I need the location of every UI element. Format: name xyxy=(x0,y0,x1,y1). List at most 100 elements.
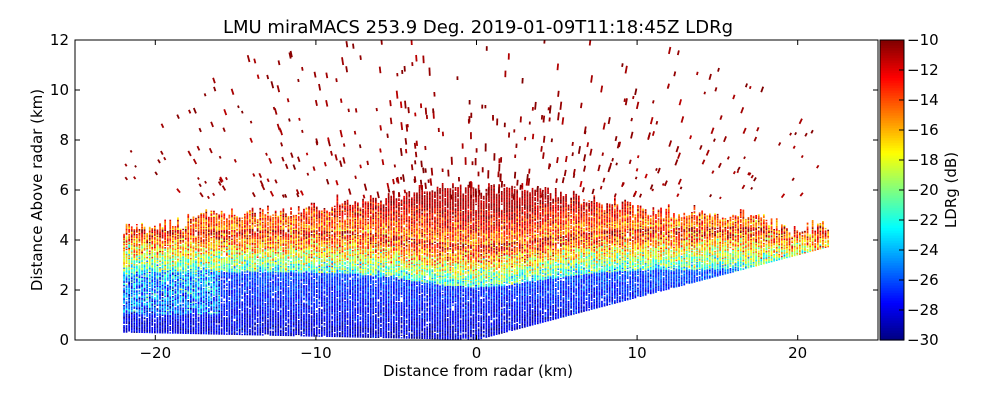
data-cell xyxy=(126,325,128,326)
data-cell xyxy=(149,331,151,332)
data-cell xyxy=(195,220,197,221)
data-cell xyxy=(149,299,151,300)
data-cell xyxy=(177,296,179,297)
data-cell xyxy=(144,287,146,288)
data-cell xyxy=(187,295,189,296)
data-cell xyxy=(126,320,128,321)
data-cell xyxy=(169,301,171,302)
data-cell xyxy=(151,244,153,245)
data-cell xyxy=(203,248,205,249)
data-cell xyxy=(134,239,136,240)
data-cell xyxy=(144,330,146,331)
data-cell xyxy=(182,279,184,280)
data-cell xyxy=(131,290,133,291)
data-cell xyxy=(175,270,177,271)
data-cell xyxy=(182,236,184,237)
data-cell xyxy=(175,255,177,256)
data-cell xyxy=(175,332,177,333)
data-cell xyxy=(193,257,195,258)
data-cell xyxy=(134,259,136,260)
data-cell xyxy=(123,261,125,262)
data-cell xyxy=(159,237,161,238)
data-cell xyxy=(151,301,153,302)
data-cell xyxy=(154,231,156,232)
data-cell xyxy=(180,309,182,310)
data-cell xyxy=(123,331,125,332)
data-cell xyxy=(151,319,153,320)
data-cell xyxy=(128,263,130,264)
data-cell xyxy=(141,278,143,279)
data-cell xyxy=(139,313,141,314)
data-cell xyxy=(162,317,164,318)
data-cell xyxy=(128,259,130,260)
data-cell xyxy=(157,298,159,299)
data-cell xyxy=(190,264,192,265)
data-cell xyxy=(203,242,205,243)
data-cell xyxy=(203,274,205,275)
data-cell xyxy=(180,236,182,237)
data-cell xyxy=(187,236,189,237)
data-cell xyxy=(131,294,133,295)
data-cell xyxy=(134,324,136,325)
data-cell xyxy=(187,333,189,334)
data-cell xyxy=(175,240,177,241)
data-cell xyxy=(193,318,195,319)
data-cell xyxy=(131,270,133,271)
data-cell xyxy=(164,222,166,223)
data-cell xyxy=(182,250,184,251)
data-cell xyxy=(198,287,200,288)
data-cell xyxy=(187,270,189,271)
data-cell xyxy=(157,243,159,244)
data-cell xyxy=(159,263,161,264)
data-cell xyxy=(203,255,205,256)
data-cell xyxy=(167,327,169,328)
data-cell xyxy=(195,324,197,325)
data-cell xyxy=(200,248,202,249)
data-cell xyxy=(136,314,138,315)
data-cell xyxy=(157,270,159,271)
data-cell xyxy=(169,257,171,258)
data-cell xyxy=(177,221,179,222)
data-cell xyxy=(159,331,161,332)
data-cell xyxy=(139,237,141,238)
data-cell xyxy=(162,300,164,301)
data-cell xyxy=(198,264,200,265)
data-cell xyxy=(190,315,192,316)
data-cell xyxy=(200,279,202,280)
data-cell xyxy=(167,267,169,268)
data-cell xyxy=(151,264,153,265)
data-cell xyxy=(190,289,192,290)
data-cell xyxy=(190,320,192,321)
data-cell xyxy=(172,267,174,268)
data-cell xyxy=(141,254,143,255)
data-cell xyxy=(193,240,195,241)
data-cell xyxy=(164,281,166,282)
data-cell xyxy=(131,286,133,287)
data-cell xyxy=(141,302,143,303)
data-cell xyxy=(180,263,182,264)
data-cell xyxy=(195,228,197,229)
data-cell xyxy=(144,270,146,271)
data-cell xyxy=(157,281,159,282)
data-cell xyxy=(193,315,195,316)
data-cell xyxy=(175,242,177,243)
data-cell xyxy=(169,237,171,238)
data-cell xyxy=(149,306,151,307)
data-cell xyxy=(134,302,136,303)
data-cell xyxy=(141,243,143,244)
data-cell xyxy=(187,271,189,272)
data-cell xyxy=(123,294,125,295)
data-cell xyxy=(151,266,153,267)
data-cell xyxy=(141,237,143,238)
data-cell xyxy=(123,273,125,274)
data-cell xyxy=(180,329,182,330)
data-cell xyxy=(157,278,159,279)
data-cell xyxy=(149,332,151,333)
data-cell xyxy=(134,229,136,230)
data-cell xyxy=(203,262,205,263)
data-cell xyxy=(175,324,177,325)
data-cell xyxy=(136,275,138,276)
data-cell xyxy=(167,296,169,297)
data-cell xyxy=(157,280,159,281)
data-cell xyxy=(154,259,156,260)
